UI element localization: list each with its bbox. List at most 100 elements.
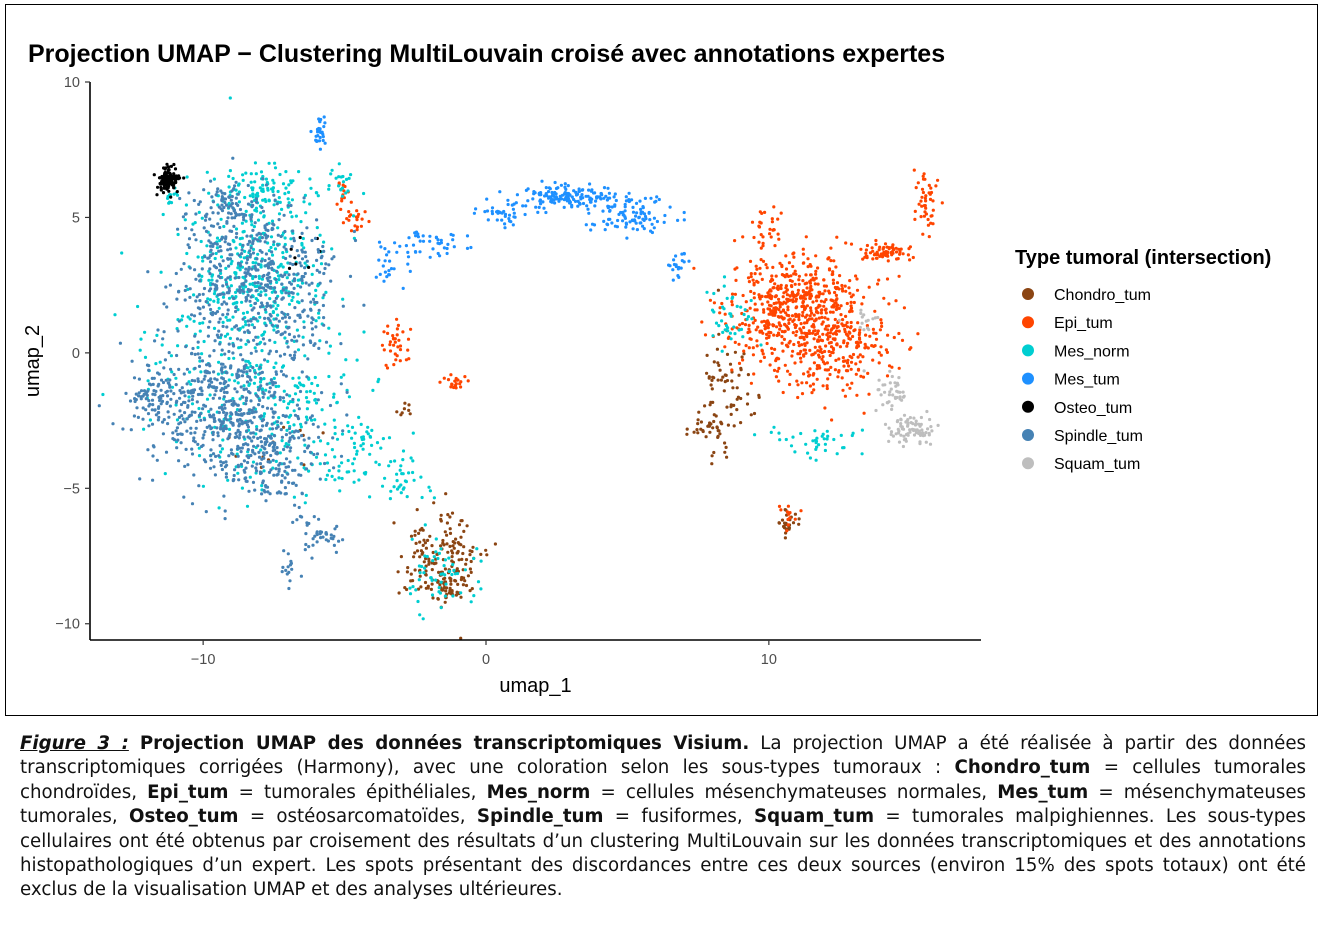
point-Spindle_tum bbox=[138, 477, 142, 481]
point-Spindle_tum bbox=[292, 286, 296, 290]
point-Spindle_tum bbox=[254, 289, 258, 293]
point-Mes_norm bbox=[285, 406, 289, 410]
point-Chondro_tum bbox=[715, 425, 719, 429]
point-Mes_norm bbox=[395, 487, 400, 491]
point-Mes_norm bbox=[187, 380, 191, 384]
point-Spindle_tum bbox=[277, 218, 281, 222]
point-Spindle_tum bbox=[301, 343, 305, 347]
point-Epi_tum bbox=[744, 300, 748, 304]
point-Mes_tum bbox=[437, 242, 442, 246]
point-Epi_tum bbox=[777, 237, 781, 241]
point-Epi_tum bbox=[831, 278, 836, 282]
point-Squam_tum bbox=[889, 432, 893, 437]
point-Epi_tum bbox=[765, 341, 769, 346]
point-Spindle_tum bbox=[272, 393, 276, 397]
point-Epi_tum bbox=[770, 217, 774, 221]
point-Squam_tum bbox=[900, 427, 904, 431]
point-Spindle_tum bbox=[228, 366, 233, 370]
point-Epi_tum bbox=[849, 242, 854, 246]
point-Spindle_tum bbox=[224, 278, 228, 282]
point-Mes_norm bbox=[280, 291, 284, 295]
point-Spindle_tum bbox=[280, 310, 284, 314]
point-Spindle_tum bbox=[237, 424, 241, 428]
point-Spindle_tum bbox=[209, 448, 213, 452]
legend-key-Epi_tum bbox=[1022, 316, 1034, 329]
point-Spindle_tum bbox=[185, 417, 189, 421]
point-Mes_norm bbox=[312, 391, 316, 395]
point-Spindle_tum bbox=[212, 370, 216, 374]
point-Mes_tum bbox=[657, 197, 661, 202]
point-Epi_tum bbox=[339, 207, 343, 211]
point-Spindle_tum bbox=[193, 410, 197, 414]
point-Mes_tum bbox=[568, 193, 572, 197]
point-Mes_norm bbox=[261, 332, 265, 336]
point-Spindle_tum bbox=[179, 267, 183, 271]
point-Epi_tum bbox=[827, 349, 831, 354]
point-Mes_norm bbox=[296, 292, 300, 296]
point-Epi_tum bbox=[931, 222, 935, 226]
point-Mes_norm bbox=[185, 251, 189, 256]
point-Spindle_tum bbox=[275, 420, 280, 424]
point-Epi_tum bbox=[805, 286, 809, 290]
point-Spindle_tum bbox=[218, 245, 222, 249]
point-Spindle_tum bbox=[197, 413, 201, 418]
point-Epi_tum bbox=[899, 247, 903, 251]
point-Mes_norm bbox=[447, 556, 451, 560]
point-Spindle_tum bbox=[220, 302, 224, 306]
point-Spindle_tum bbox=[329, 533, 333, 537]
point-Chondro_tum bbox=[451, 544, 455, 548]
point-Spindle_tum bbox=[317, 250, 321, 254]
point-Epi_tum bbox=[877, 278, 881, 282]
point-Mes_norm bbox=[793, 450, 797, 454]
point-Epi_tum bbox=[774, 375, 779, 379]
point-Spindle_tum bbox=[259, 282, 263, 286]
point-Spindle_tum bbox=[236, 454, 240, 458]
point-Spindle_tum bbox=[139, 389, 144, 393]
point-Spindle_tum bbox=[286, 312, 290, 317]
point-Epi_tum bbox=[823, 349, 827, 354]
point-Chondro_tum bbox=[403, 401, 407, 405]
point-Chondro_tum bbox=[468, 549, 472, 553]
point-Spindle_tum bbox=[253, 237, 257, 241]
point-Spindle_tum bbox=[284, 374, 288, 378]
point-Mes_norm bbox=[226, 318, 230, 322]
point-Mes_norm bbox=[226, 332, 230, 336]
point-Spindle_tum bbox=[151, 454, 155, 458]
point-Mes_tum bbox=[316, 130, 320, 134]
point-Spindle_tum bbox=[241, 317, 245, 321]
point-Mes_norm bbox=[170, 370, 174, 374]
point-Spindle_tum bbox=[200, 359, 205, 363]
point-Chondro_tum bbox=[445, 521, 449, 525]
point-Epi_tum bbox=[906, 253, 911, 257]
point-Squam_tum bbox=[888, 381, 892, 385]
point-Mes_norm bbox=[267, 161, 271, 165]
point-Mes_norm bbox=[232, 356, 236, 360]
point-Epi_tum bbox=[450, 383, 454, 387]
point-Spindle_tum bbox=[270, 259, 274, 263]
point-Mes_norm bbox=[340, 194, 344, 198]
point-Spindle_tum bbox=[203, 218, 208, 222]
point-Chondro_tum bbox=[780, 518, 785, 522]
point-Mes_norm bbox=[245, 504, 250, 508]
point-Chondro_tum bbox=[746, 373, 751, 377]
point-Spindle_tum bbox=[312, 452, 316, 457]
point-Mes_norm bbox=[429, 576, 433, 580]
point-Spindle_tum bbox=[244, 402, 248, 406]
point-Epi_tum bbox=[752, 291, 756, 295]
point-Squam_tum bbox=[899, 418, 903, 422]
point-Mes_norm bbox=[281, 265, 285, 269]
point-Spindle_tum bbox=[207, 362, 211, 366]
point-Mes_norm bbox=[411, 470, 415, 475]
point-Spindle_tum bbox=[226, 257, 230, 261]
point-Mes_norm bbox=[276, 189, 280, 194]
point-Mes_norm bbox=[349, 173, 353, 177]
point-Mes_norm bbox=[405, 495, 409, 499]
point-Chondro_tum bbox=[710, 454, 714, 458]
point-Epi_tum bbox=[858, 331, 862, 335]
point-Mes_norm bbox=[799, 431, 803, 436]
point-Chondro_tum bbox=[730, 379, 734, 383]
point-Mes_norm bbox=[251, 192, 255, 196]
point-Spindle_tum bbox=[183, 420, 187, 424]
point-Mes_norm bbox=[815, 445, 819, 449]
legend-label-Squam_tum: Squam_tum bbox=[1054, 456, 1140, 473]
